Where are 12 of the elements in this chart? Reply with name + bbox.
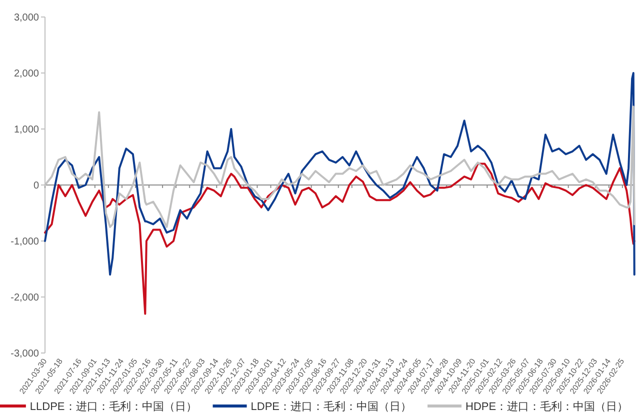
y-tick-label: 3,000 (14, 12, 40, 24)
legend-label: HDPE：进口：毛利：中国（日） (466, 400, 628, 413)
y-tick-label: 1,000 (14, 124, 40, 136)
y-tick-label: 0 (33, 180, 40, 192)
y-tick-label: -2,000 (10, 292, 40, 304)
y-tick-label: -1,000 (10, 236, 40, 248)
legend-label: LLDPE：进口：毛利：中国（日） (30, 400, 197, 413)
y-tick-label: 2,000 (14, 68, 40, 80)
line-series (44, 72, 636, 276)
y-tick-label: -3,000 (10, 348, 40, 360)
line-series (44, 162, 636, 315)
legend-label: LDPE：进口：毛利：中国（日） (250, 400, 412, 413)
